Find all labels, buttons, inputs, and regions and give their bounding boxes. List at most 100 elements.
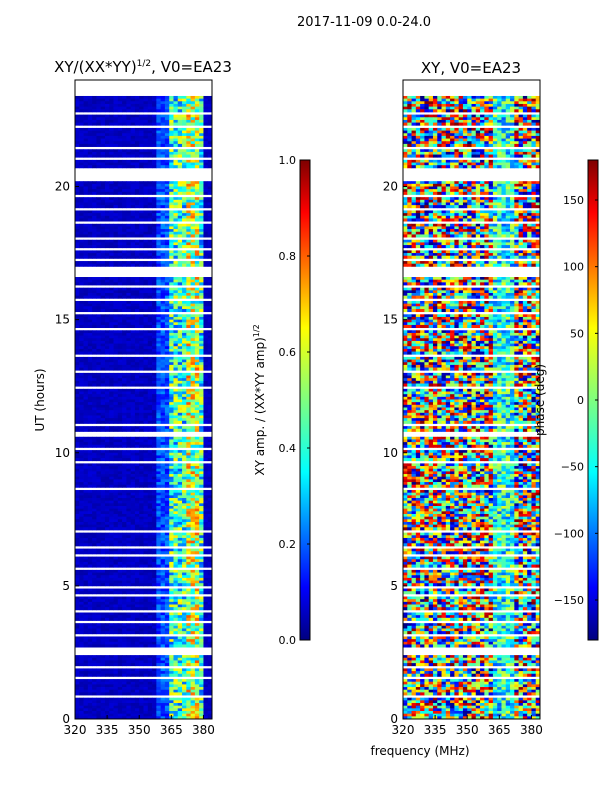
heatmap-cell (173, 543, 179, 547)
heatmap-cell (169, 95, 174, 100)
heatmap-cell (190, 293, 196, 297)
heatmap-cell (152, 191, 157, 195)
heatmap-cell (152, 213, 157, 217)
heatmap-cell (143, 396, 149, 400)
heatmap-cell (164, 362, 170, 366)
heatmap-cell (177, 559, 183, 563)
heatmap-cell (199, 109, 204, 113)
heatmap-cell (152, 218, 157, 222)
heatmap-cell (104, 95, 110, 100)
heatmap-cell (134, 316, 140, 321)
heatmap-cell (152, 596, 157, 600)
heatmap-cell (139, 306, 144, 310)
heatmap-cell (203, 463, 209, 467)
heatmap-cell (122, 127, 127, 131)
heatmap-cell (203, 183, 209, 187)
heatmap-cell (143, 479, 149, 483)
heatmap-cell (79, 583, 84, 587)
heatmap-cell (160, 415, 166, 419)
heatmap-cell (147, 98, 153, 102)
heatmap-cell (156, 151, 162, 155)
heatmap-cell (87, 450, 93, 454)
heatmap-cell (113, 548, 119, 552)
heatmap-cell (152, 138, 157, 142)
heatmap-cell (109, 561, 114, 565)
heatmap-cell (160, 508, 166, 512)
heatmap-cell (173, 308, 179, 313)
heatmap-cell (139, 103, 144, 108)
heatmap-cell (182, 450, 187, 454)
heatmap-cell (143, 210, 149, 214)
heatmap-cell (190, 205, 196, 209)
heatmap-cell (186, 498, 191, 502)
heatmap-cell (143, 306, 149, 310)
heatmap-cell (164, 482, 170, 486)
heatmap-cell (203, 218, 209, 222)
heatmap-cell (164, 253, 170, 257)
heatmap-cell (207, 197, 213, 201)
heatmap-cell (177, 229, 183, 233)
heatmap-cell (75, 468, 80, 472)
heatmap-cell (126, 300, 132, 305)
heatmap-cell (199, 484, 204, 488)
heatmap-cell (199, 282, 204, 286)
heatmap-cell (109, 428, 114, 432)
heatmap-cell (126, 463, 132, 467)
heatmap-cell (117, 399, 123, 403)
heatmap-cell (147, 399, 153, 403)
heatmap-cell (130, 293, 136, 297)
heatmap-cell (164, 106, 170, 110)
heatmap-cell (143, 511, 149, 515)
heatmap-cell (113, 537, 119, 542)
heatmap-cell (143, 476, 149, 480)
heatmap-cell (113, 551, 119, 555)
heatmap-cell (130, 356, 136, 360)
heatmap-cell (83, 98, 89, 102)
heatmap-cell (126, 218, 132, 222)
heatmap-cell (156, 426, 162, 430)
heatmap-cell (134, 378, 140, 382)
heatmap-cell (194, 165, 200, 169)
heatmap-cell (194, 226, 200, 230)
heatmap-cell (75, 396, 80, 400)
heatmap-cell (152, 95, 157, 100)
heatmap-cell (134, 519, 140, 523)
heatmap-cell (143, 293, 149, 297)
heatmap-cell (169, 282, 174, 286)
heatmap-cell (126, 564, 132, 568)
heatmap-cell (143, 351, 149, 355)
heatmap-cell (134, 255, 140, 259)
heatmap-cell (207, 596, 213, 600)
heatmap-cell (169, 537, 174, 542)
heatmap-cell (147, 500, 153, 504)
heatmap-cell (164, 338, 170, 342)
heatmap-cell (194, 508, 200, 512)
heatmap-cell (83, 314, 89, 318)
heatmap-cell (186, 548, 191, 552)
heatmap-cell (92, 564, 97, 568)
heatmap-cell (194, 399, 200, 403)
heatmap-cell (182, 583, 187, 587)
heatmap-cell (156, 133, 162, 137)
heatmap-cell (113, 242, 119, 246)
heatmap-cell (156, 127, 162, 131)
heatmap-cell (177, 399, 183, 403)
heatmap-cell (203, 612, 209, 616)
heatmap-cell (203, 524, 209, 528)
heatmap-cell (207, 149, 213, 153)
heatmap-cell (207, 106, 213, 110)
heatmap-cell (164, 450, 170, 454)
heatmap-cell (207, 559, 213, 563)
heatmap-cell (152, 490, 157, 494)
heatmap-cell (113, 181, 119, 185)
heatmap-cell (143, 282, 149, 286)
heatmap-cell (190, 383, 196, 387)
heatmap-cell (177, 324, 183, 329)
heatmap-cell (139, 490, 144, 494)
heatmap-cell (96, 439, 102, 443)
heatmap-cell (79, 378, 84, 382)
heatmap-cell (169, 367, 174, 371)
heatmap-cell (126, 407, 132, 411)
heatmap-cell (190, 391, 196, 395)
heatmap-cell (75, 234, 80, 238)
